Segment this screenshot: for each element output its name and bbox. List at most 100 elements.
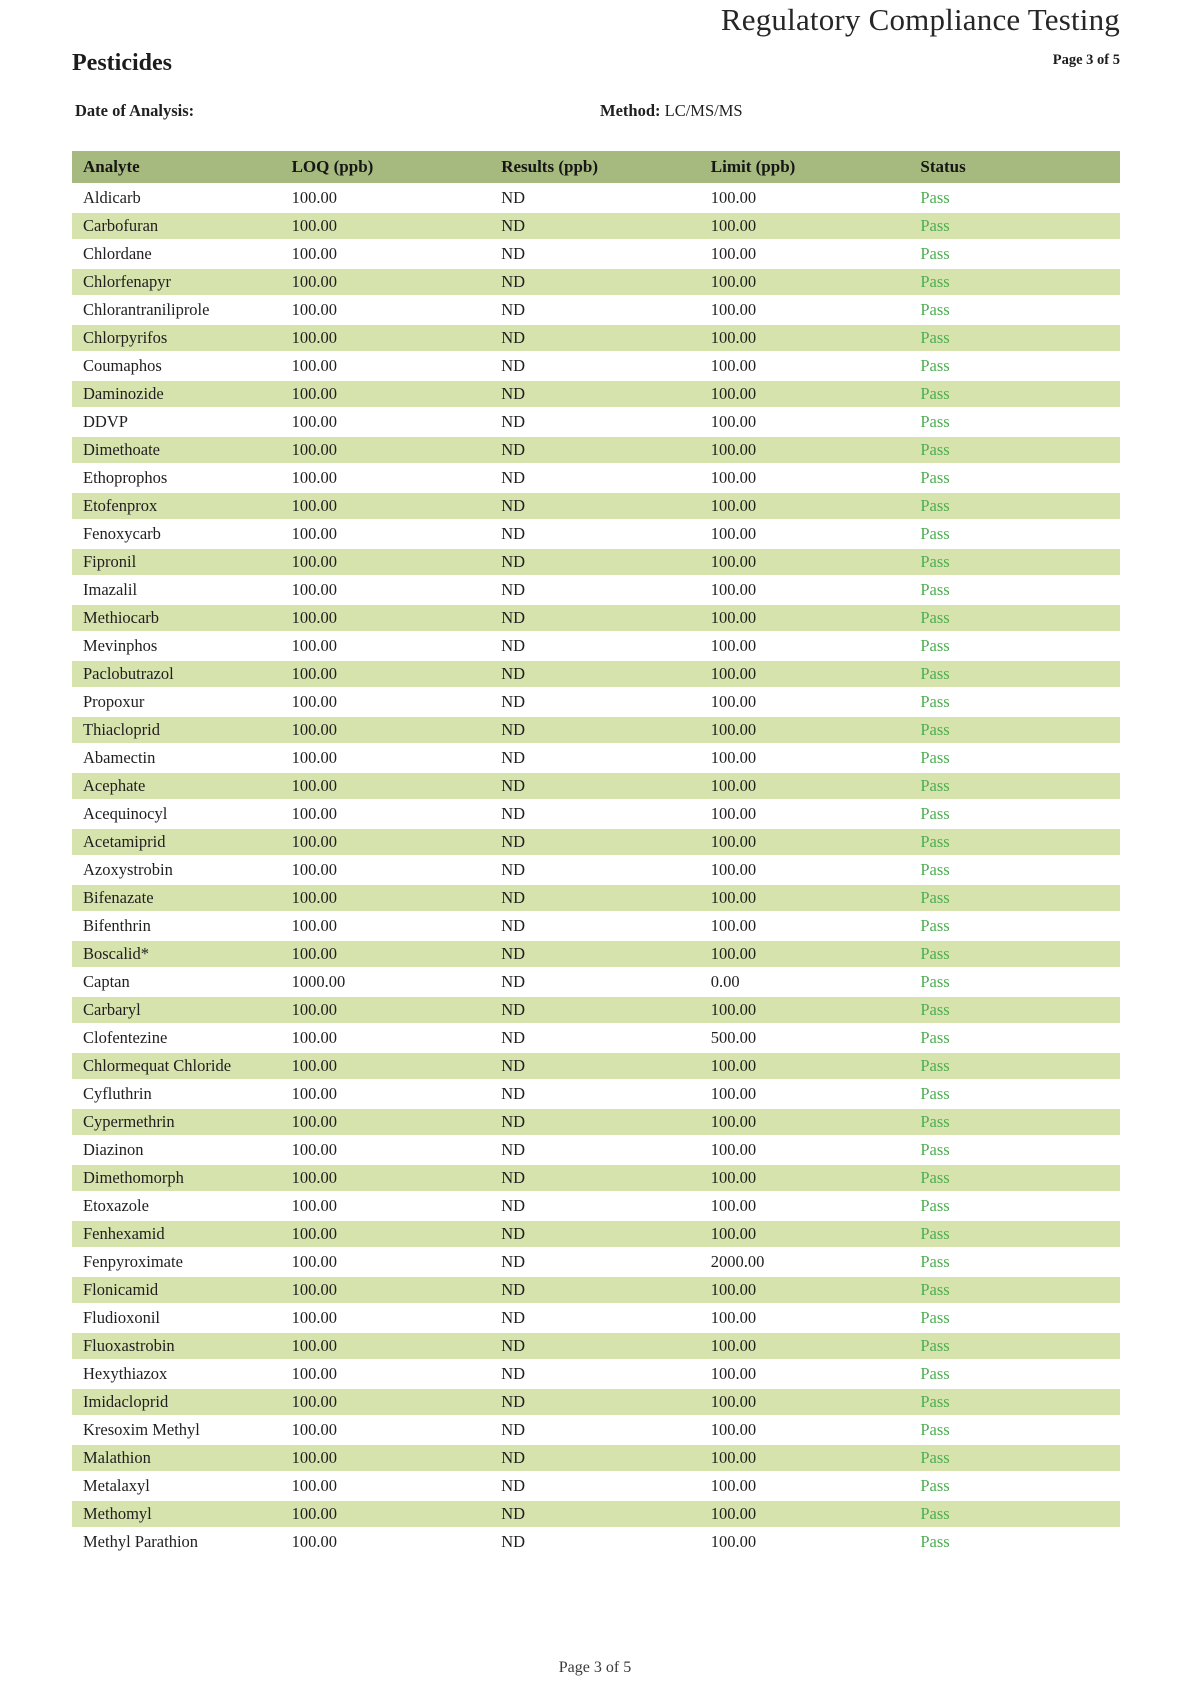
results-cell: ND xyxy=(491,1276,701,1305)
results-cell: ND xyxy=(491,1080,701,1109)
results-cell: ND xyxy=(491,1220,701,1249)
loq-cell: 100.00 xyxy=(281,324,492,353)
loq-cell: 100.00 xyxy=(281,912,492,941)
status-cell: Pass xyxy=(910,1080,1120,1109)
status-cell: Pass xyxy=(910,492,1120,521)
results-cell: ND xyxy=(491,212,701,241)
limit-cell: 100.00 xyxy=(700,1332,911,1361)
status-cell: Pass xyxy=(910,1444,1120,1473)
limit-cell: 100.00 xyxy=(700,1276,911,1305)
analyte-cell: Carbaryl xyxy=(72,996,282,1025)
analyte-cell: Methomyl xyxy=(72,1500,282,1529)
status-cell: Pass xyxy=(910,352,1120,381)
status-cell: Pass xyxy=(910,744,1120,773)
table-row: Aldicarb 100.00 ND 100.00 Pass xyxy=(72,184,1120,213)
column-header-results: Results (ppb) xyxy=(491,151,701,185)
limit-cell: 2000.00 xyxy=(700,1248,911,1277)
status-cell: Pass xyxy=(910,1388,1120,1417)
table-row: Flonicamid 100.00 ND 100.00 Pass xyxy=(72,1276,1120,1305)
table-row: Etoxazole 100.00 ND 100.00 Pass xyxy=(72,1192,1120,1221)
loq-cell: 100.00 xyxy=(281,1360,492,1389)
results-cell: ND xyxy=(491,996,701,1025)
analyte-cell: Methiocarb xyxy=(72,604,282,633)
results-cell: ND xyxy=(491,912,701,941)
status-cell: Pass xyxy=(910,1108,1120,1137)
limit-cell: 100.00 xyxy=(700,828,911,857)
table-row: Chlordane 100.00 ND 100.00 Pass xyxy=(72,240,1120,269)
loq-cell: 100.00 xyxy=(281,436,492,465)
column-header-limit: Limit (ppb) xyxy=(700,151,911,185)
analyte-cell: Chlorfenapyr xyxy=(72,268,282,297)
status-cell: Pass xyxy=(910,1164,1120,1193)
table-row: Imidacloprid 100.00 ND 100.00 Pass xyxy=(72,1388,1120,1417)
limit-cell: 100.00 xyxy=(700,492,911,521)
results-cell: ND xyxy=(491,520,701,549)
table-row: Kresoxim Methyl 100.00 ND 100.00 Pass xyxy=(72,1416,1120,1445)
limit-cell: 100.00 xyxy=(700,352,911,381)
results-cell: ND xyxy=(491,1388,701,1417)
table-row: Bifenthrin 100.00 ND 100.00 Pass xyxy=(72,912,1120,941)
loq-cell: 100.00 xyxy=(281,212,492,241)
loq-cell: 100.00 xyxy=(281,1136,492,1165)
limit-cell: 100.00 xyxy=(700,1416,911,1445)
table-row: Methiocarb 100.00 ND 100.00 Pass xyxy=(72,604,1120,633)
results-cell: ND xyxy=(491,800,701,829)
limit-cell: 100.00 xyxy=(700,1528,911,1557)
status-cell: Pass xyxy=(910,632,1120,661)
table-row: Imazalil 100.00 ND 100.00 Pass xyxy=(72,576,1120,605)
results-cell: ND xyxy=(491,1444,701,1473)
loq-cell: 100.00 xyxy=(281,408,492,437)
limit-cell: 100.00 xyxy=(700,1080,911,1109)
table-row: Chlorpyrifos 100.00 ND 100.00 Pass xyxy=(72,324,1120,353)
status-cell: Pass xyxy=(910,716,1120,745)
results-cell: ND xyxy=(491,660,701,689)
status-cell: Pass xyxy=(910,1332,1120,1361)
loq-cell: 100.00 xyxy=(281,492,492,521)
status-cell: Pass xyxy=(910,464,1120,493)
loq-cell: 100.00 xyxy=(281,296,492,325)
loq-cell: 100.00 xyxy=(281,1304,492,1333)
analyte-cell: Azoxystrobin xyxy=(72,856,282,885)
limit-cell: 100.00 xyxy=(700,604,911,633)
analyte-cell: Bifenthrin xyxy=(72,912,282,941)
limit-cell: 100.00 xyxy=(700,940,911,969)
limit-cell: 100.00 xyxy=(700,464,911,493)
analyte-cell: Etofenprox xyxy=(72,492,282,521)
analyte-cell: Daminozide xyxy=(72,380,282,409)
loq-cell: 100.00 xyxy=(281,1528,492,1557)
table-row: Fipronil 100.00 ND 100.00 Pass xyxy=(72,548,1120,577)
limit-cell: 100.00 xyxy=(700,436,911,465)
method-field: Method: LC/MS/MS xyxy=(600,101,743,120)
loq-cell: 100.00 xyxy=(281,184,492,213)
results-cell: ND xyxy=(491,324,701,353)
loq-cell: 100.00 xyxy=(281,1332,492,1361)
loq-cell: 100.00 xyxy=(281,1388,492,1417)
status-cell: Pass xyxy=(910,1248,1120,1277)
table-row: Fenoxycarb 100.00 ND 100.00 Pass xyxy=(72,520,1120,549)
loq-cell: 100.00 xyxy=(281,688,492,717)
table-row: Captan 1000.00 ND 0.00 Pass xyxy=(72,968,1120,997)
results-cell: ND xyxy=(491,1024,701,1053)
results-cell: ND xyxy=(491,1332,701,1361)
method-value: LC/MS/MS xyxy=(664,101,743,120)
analyte-cell: Propoxur xyxy=(72,688,282,717)
analyte-cell: Metalaxyl xyxy=(72,1472,282,1501)
results-cell: ND xyxy=(491,1416,701,1445)
status-cell: Pass xyxy=(910,520,1120,549)
results-cell: ND xyxy=(491,1136,701,1165)
status-cell: Pass xyxy=(910,828,1120,857)
limit-cell: 100.00 xyxy=(700,1472,911,1501)
analyte-cell: Diazinon xyxy=(72,1136,282,1165)
limit-cell: 100.00 xyxy=(700,884,911,913)
limit-cell: 100.00 xyxy=(700,548,911,577)
analyte-cell: Chlorantraniliprole xyxy=(72,296,282,325)
status-cell: Pass xyxy=(910,184,1120,213)
results-cell: ND xyxy=(491,744,701,773)
results-cell: ND xyxy=(491,1248,701,1277)
status-cell: Pass xyxy=(910,1416,1120,1445)
table-row: Cyfluthrin 100.00 ND 100.00 Pass xyxy=(72,1080,1120,1109)
results-cell: ND xyxy=(491,268,701,297)
analyte-cell: Thiacloprid xyxy=(72,716,282,745)
limit-cell: 100.00 xyxy=(700,324,911,353)
table-row: Clofentezine 100.00 ND 500.00 Pass xyxy=(72,1024,1120,1053)
